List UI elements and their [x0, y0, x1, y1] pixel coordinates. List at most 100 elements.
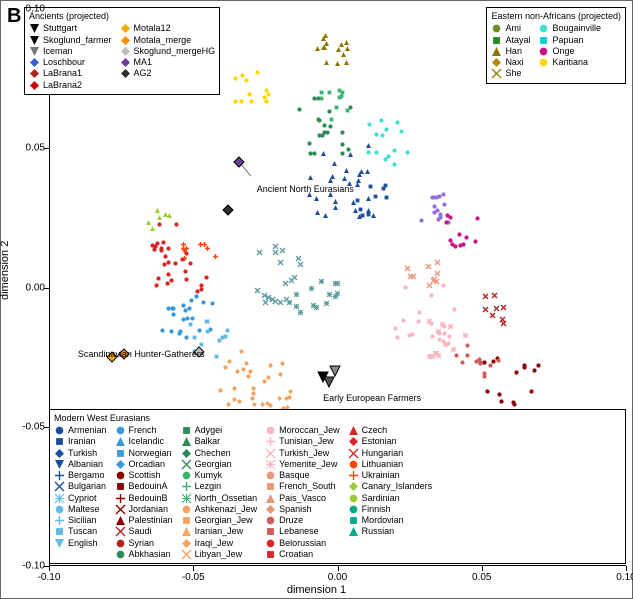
legend-marker-icon	[265, 493, 276, 504]
data-point	[435, 260, 440, 265]
y-tick-label: 0.00	[11, 282, 45, 293]
data-point	[205, 329, 210, 334]
data-point	[430, 354, 435, 359]
legend-item: Moroccan_Jew	[265, 425, 340, 436]
data-point	[321, 36, 326, 41]
legend-item: Sicilian	[54, 515, 107, 526]
data-point	[536, 363, 541, 368]
legend-marker-icon	[54, 470, 65, 481]
data-point	[188, 261, 193, 266]
data-point	[162, 262, 167, 267]
legend-item: Hungarian	[348, 448, 433, 459]
legend-item: Belorussian	[265, 538, 340, 549]
legend-item: Iranian	[54, 436, 107, 447]
data-point	[170, 306, 175, 311]
data-point	[188, 322, 193, 327]
legend-item: Croatian	[265, 549, 340, 560]
data-point	[213, 254, 218, 259]
legend-label: Basque	[279, 470, 310, 481]
data-point	[327, 292, 332, 297]
data-point	[386, 154, 391, 159]
data-point	[366, 212, 371, 217]
legend-marker-icon	[115, 504, 126, 515]
legend-label: Georgian	[195, 459, 232, 470]
data-point	[280, 248, 285, 253]
data-point	[250, 396, 255, 401]
legend-label: Motala12	[134, 23, 171, 34]
data-point	[268, 403, 273, 408]
legend-marker-icon	[181, 526, 192, 537]
data-point	[333, 205, 338, 210]
data-point	[448, 238, 453, 243]
data-point	[332, 161, 337, 166]
chart-container: B Ancient North EurasiansScandinavian Hu…	[0, 0, 633, 599]
data-point	[353, 208, 358, 213]
data-point	[367, 122, 372, 127]
legend-title: Ancients (projected)	[29, 11, 215, 22]
data-point	[411, 274, 416, 279]
legend-label: Ashkenazi_Jew	[195, 504, 258, 515]
data-point	[174, 222, 179, 227]
data-point	[329, 117, 334, 122]
legend-marker-icon	[115, 515, 126, 526]
data-point	[287, 395, 292, 400]
data-point	[184, 246, 189, 251]
data-point	[298, 310, 303, 315]
legend-marker-icon	[54, 448, 65, 459]
data-point	[366, 208, 371, 213]
legend-item: Tuscan	[54, 526, 107, 537]
data-point	[446, 220, 451, 225]
data-point	[344, 60, 349, 65]
data-point	[166, 272, 171, 277]
legend-item: Orcadian	[115, 459, 173, 470]
data-point	[381, 186, 386, 191]
data-point	[344, 40, 349, 45]
data-point	[457, 232, 462, 237]
legend-item: Syrian	[115, 538, 173, 549]
data-point	[464, 235, 469, 240]
legend-item: Ashkenazi_Jew	[181, 504, 258, 515]
legend-item: Ukrainian	[348, 470, 433, 481]
data-point	[460, 360, 465, 365]
legend-marker-icon	[115, 459, 126, 470]
legend-marker-icon	[54, 425, 65, 436]
data-point	[451, 347, 456, 352]
data-point	[154, 283, 159, 288]
data-point	[384, 195, 389, 200]
data-point	[319, 96, 324, 101]
legend-item: Icelandic	[115, 436, 173, 447]
legend-label: Sardinian	[362, 493, 400, 504]
data-point	[497, 392, 502, 397]
data-point	[278, 300, 283, 305]
legend-label: Turkish_Jew	[279, 448, 329, 459]
legend-item: She	[491, 68, 530, 79]
legend-label: Druze	[279, 515, 303, 526]
legend-label: Czech	[362, 425, 388, 436]
data-point	[435, 271, 440, 276]
cluster-label: Scandinavian Hunter-Gatherers	[78, 349, 205, 359]
legend-item: AG2	[120, 68, 216, 79]
legend-label: Estonian	[362, 436, 397, 447]
legend-item: Adygei	[181, 425, 258, 436]
legend-marker-icon	[348, 459, 359, 470]
x-tickmark	[49, 566, 50, 571]
data-point	[294, 292, 299, 297]
data-point	[532, 368, 537, 373]
legend-label: Croatian	[279, 549, 313, 560]
data-point	[159, 246, 164, 251]
legend-item: Libyan_Jew	[181, 549, 258, 560]
legend-item: Iranian_Jew	[181, 526, 258, 537]
data-point	[323, 33, 328, 38]
legend-marker-icon	[265, 481, 276, 492]
legend-marker-icon	[348, 526, 359, 537]
legend-item: Palestinian	[115, 515, 173, 526]
legend-label: Turkish	[68, 448, 97, 459]
legend-label: Iceman	[43, 46, 73, 57]
legend-item: North_Ossetian	[181, 493, 258, 504]
data-point	[239, 99, 244, 104]
data-point	[223, 365, 228, 370]
data-point	[187, 306, 192, 311]
legend-marker-icon	[120, 35, 131, 46]
legend-marker-icon	[181, 549, 192, 560]
legend-label: French	[129, 425, 157, 436]
